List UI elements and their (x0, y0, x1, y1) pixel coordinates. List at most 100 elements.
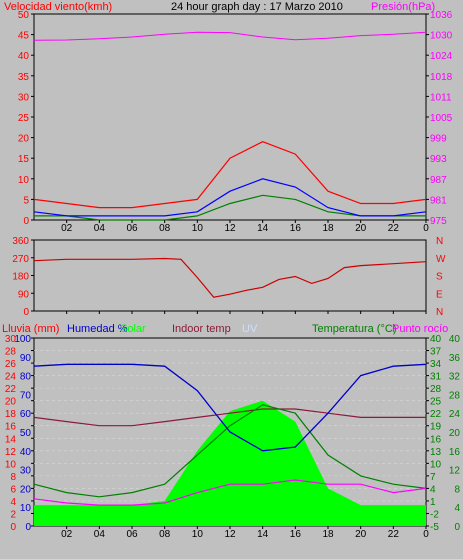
solar-y-tick-label: 40 (449, 334, 461, 345)
x-tick-label: 02 (61, 529, 73, 540)
rain-y-tick-label: 16 (5, 422, 17, 433)
solar-y-tick-label: 8 (454, 484, 460, 495)
humidity-y-tick-label: 20 (20, 484, 32, 495)
pressure-y-tick-label: 1030 (430, 31, 453, 42)
x-tick-label: 08 (159, 529, 171, 540)
wind-speed-title: Velocidad viento(kmh) (4, 1, 112, 13)
x-tick-label: 22 (388, 529, 400, 540)
solar-y-tick-label: 4 (454, 503, 460, 514)
temperature-y-tick-label: 22 (430, 409, 442, 420)
wind-y-tick-label: 15 (18, 154, 30, 165)
temperature-y-tick-label: 13 (430, 447, 442, 458)
x-tick-label: 16 (290, 223, 302, 234)
pressure-title: Presión(hPa) (371, 1, 435, 13)
pressure-y-tick-label: 999 (430, 134, 447, 145)
solar-y-tick-label: 0 (454, 522, 460, 533)
rain-y-tick-label: 2 (10, 509, 16, 520)
x-tick-label: 12 (224, 529, 236, 540)
temperature-y-tick-label: -5 (430, 522, 439, 533)
compass-tick-label: N (436, 307, 443, 318)
humidity-y-tick-label: 10 (20, 503, 32, 514)
x-tick-label: 12 (224, 223, 236, 234)
rain-y-tick-label: 6 (10, 484, 16, 495)
panel-wind-direction (33, 239, 427, 312)
x-tick-label: 20 (355, 529, 367, 540)
solar-baseline (35, 520, 425, 525)
temperature-y-tick-label: 10 (430, 459, 442, 470)
wind-direction-line (33, 257, 427, 298)
temperature-y-tick-label: -2 (430, 509, 439, 520)
wind-y-tick-label: 25 (18, 113, 30, 124)
temperature-y-tick-label: 40 (430, 334, 442, 345)
temperature-y-tick-label: 1 (430, 497, 436, 508)
humidity-y-tick-label: 90 (20, 353, 32, 364)
rain-y-tick-label: 18 (5, 409, 17, 420)
humidity-y-tick-label: 100 (14, 334, 31, 345)
solar-y-tick-label: 20 (449, 428, 461, 439)
humidity-y-tick-label: 60 (20, 409, 32, 420)
rain-y-tick-label: 14 (5, 434, 17, 445)
chart-title: 24 hour graph day : 17 Marzo 2010 (171, 1, 343, 13)
humidity-series (33, 363, 427, 526)
gust-line (33, 141, 427, 209)
x-tick-label: 20 (355, 223, 367, 234)
rain-y-tick-label: 20 (5, 397, 17, 408)
direction-series (33, 257, 427, 298)
pressure-line (33, 31, 427, 41)
dewpoint-line (33, 479, 427, 506)
pressure-y-tick-label: 1024 (430, 51, 453, 62)
wind-series (33, 31, 427, 221)
solar-y-tick-label: 36 (449, 353, 461, 364)
temperature-y-tick-label: 25 (430, 397, 442, 408)
x-tick-label: 10 (192, 529, 204, 540)
x-tick-label: 14 (257, 529, 269, 540)
indoor-temp-line (33, 408, 426, 427)
pressure-y-tick-label: 1036 (430, 10, 453, 21)
humidity-y-tick-label: 30 (20, 466, 32, 477)
rain-y-tick-label: 10 (5, 459, 17, 470)
pressure-y-tick-label: 1005 (430, 113, 453, 124)
wind-y-tick-label: 10 (18, 175, 30, 186)
solar-y-tick-label: 16 (449, 447, 461, 458)
pressure-y-tick-label: 981 (430, 195, 447, 206)
x-tick-label: 10 (192, 223, 204, 234)
temperature-y-tick-label: 31 (430, 372, 442, 383)
temperature-line (33, 404, 427, 498)
uv-legend: UV (242, 323, 258, 335)
rain-y-tick-label: 28 (5, 347, 17, 358)
temperature-y-tick-label: 19 (430, 422, 442, 433)
humidity-y-tick-label: 80 (20, 372, 32, 383)
x-tick-label: 0 (423, 223, 429, 234)
direction-y-tick-label: 90 (18, 289, 30, 300)
x-tick-label: 18 (322, 223, 334, 234)
pressure-y-tick-label: 1011 (430, 92, 452, 103)
rain-y-tick-label: 24 (5, 372, 17, 383)
wind-y-tick-label: 40 (18, 51, 30, 62)
solar-y-tick-label: 28 (449, 390, 461, 401)
solar-area (34, 400, 426, 526)
panel-wind-pressure (33, 13, 427, 221)
wind-axes: 0 5 10 15 20 25 30 35 40 45 50 975 981 987 993 999 1005 1… (18, 10, 453, 227)
wind-y-tick-label: 30 (18, 92, 30, 103)
compass-tick-label: N (436, 236, 443, 247)
temperature-y-tick-label: 34 (430, 359, 442, 370)
pressure-y-tick-label: 987 (430, 175, 447, 186)
x-tick-label: 22 (388, 223, 400, 234)
rain-y-tick-label: 12 (5, 447, 17, 458)
solar-y-tick-label: 12 (449, 466, 461, 477)
pressure-y-tick-label: 993 (430, 154, 447, 165)
wind-y-tick-label: 0 (23, 216, 29, 227)
temperature-y-tick-label: 7 (430, 472, 436, 483)
direction-y-tick-label: 0 (23, 307, 29, 318)
direction-y-tick-label: 270 (12, 254, 29, 265)
wind-y-tick-label: 20 (18, 134, 30, 145)
rain-y-tick-label: 26 (5, 359, 17, 370)
x-tick-label: 18 (322, 529, 334, 540)
x-tick-label: 06 (126, 529, 138, 540)
wind-y-tick-label: 45 (18, 31, 30, 42)
humidity-y-tick-label: 70 (20, 390, 32, 401)
rain-y-tick-label: 8 (10, 472, 16, 483)
time-axis: 02 02 04 04 06 06 08 08 10 10 12 12 14 14 16 16 18 18 20 20… (61, 220, 429, 540)
temperature-y-tick-label: 16 (430, 434, 442, 445)
x-tick-label: 14 (257, 223, 269, 234)
